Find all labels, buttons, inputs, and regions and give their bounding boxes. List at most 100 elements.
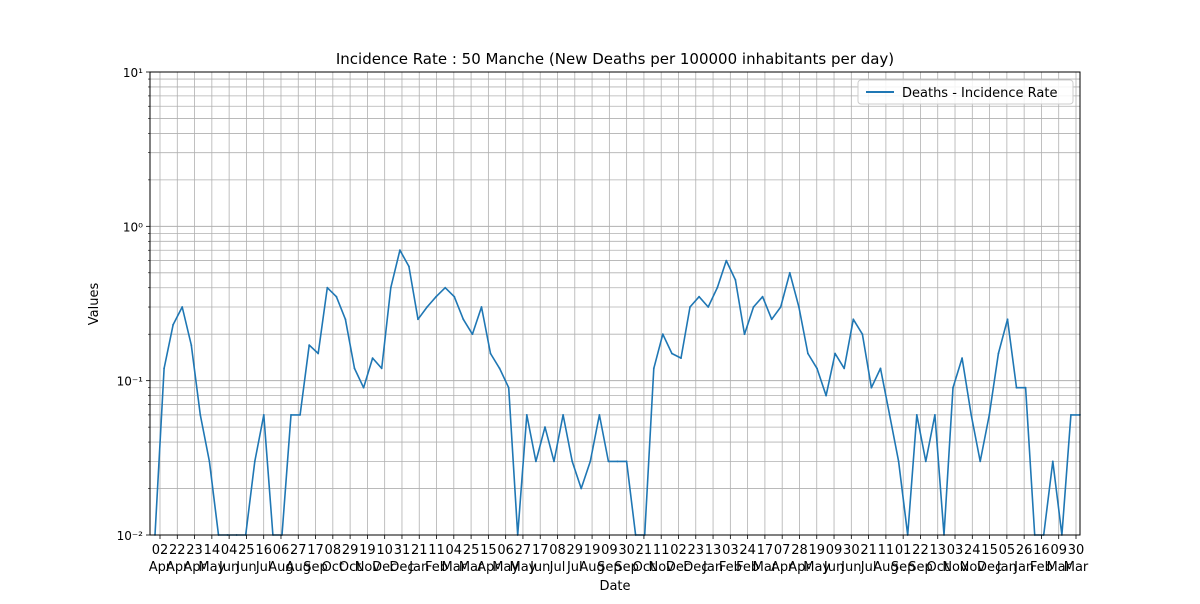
x-tick-label-day: 15: [480, 543, 497, 558]
x-tick-label-day: 17: [757, 543, 774, 558]
data-point: [408, 265, 410, 268]
legend-label: Deaths - Incidence Rate: [902, 86, 1057, 101]
data-point: [1070, 414, 1072, 416]
data-point: [417, 318, 419, 321]
x-tick-label-day: 21: [860, 543, 877, 558]
data-point: [834, 352, 836, 355]
data-point: [1015, 386, 1018, 389]
x-tick-label-day: 14: [204, 543, 221, 558]
x-tick-label-month: Jan: [702, 560, 723, 575]
x-tick-label-month: Mar: [442, 560, 467, 575]
x-tick-label-day: 03: [947, 543, 964, 558]
x-tick-label-month: Oct: [633, 560, 655, 575]
data-point: [308, 344, 311, 346]
x-tick-label-day: 04: [446, 543, 463, 558]
data-point: [480, 306, 483, 308]
data-point: [816, 367, 818, 370]
x-tick-label-month: Sep: [303, 560, 328, 575]
data-point: [915, 414, 918, 416]
x-tick-label-day: 09: [1050, 543, 1067, 558]
x-tick-label-day: 22: [169, 543, 186, 558]
data-point: [970, 414, 973, 416]
x-tick-label-day: 04: [221, 543, 238, 558]
x-tick-label-day: 10: [376, 543, 393, 558]
x-tick-label-month: Mar: [1046, 560, 1071, 575]
data-point: [952, 386, 954, 389]
x-tick-label-day: 30: [843, 543, 860, 558]
x-tick-label-day: 22: [912, 543, 929, 558]
legend: Deaths - Incidence Rate: [857, 79, 1074, 105]
x-tick-label-month: Dec: [666, 560, 691, 575]
y-axis-label: Values: [87, 283, 102, 326]
data-point: [299, 414, 301, 416]
data-point: [761, 295, 764, 298]
x-tick-label-day: 25: [238, 543, 255, 558]
x-tick-label-day: 11: [653, 543, 670, 558]
data-point: [897, 460, 900, 463]
x-tick-label-month: Feb: [719, 560, 742, 575]
data-point: [716, 286, 719, 289]
x-tick-label-month: Sep: [908, 560, 933, 575]
x-tick-label-day: 09: [826, 543, 843, 558]
x-tick-label-month: Apr: [166, 560, 189, 575]
x-tick-label-month: Apr: [183, 560, 206, 575]
data-point: [888, 414, 891, 416]
data-point: [598, 414, 601, 416]
data-point: [861, 333, 864, 336]
data-point: [1051, 460, 1054, 463]
x-tick-label-month: Apr: [771, 560, 794, 575]
x-tick-label-month: Feb: [736, 560, 759, 575]
data-point: [879, 367, 882, 370]
x-tick-label-day: 13: [929, 543, 946, 558]
data-point: [661, 333, 664, 336]
x-tick-label-day: 23: [688, 543, 705, 558]
x-tick-label-month: Jan: [1013, 560, 1034, 575]
data-point: [444, 286, 447, 289]
data-point: [562, 414, 564, 416]
x-tick-label-day: 27: [290, 543, 307, 558]
x-tick-label-month: Nov: [942, 560, 968, 575]
x-tick-label-month: May: [509, 560, 536, 575]
data-point: [988, 414, 991, 416]
x-tick-label-month: May: [492, 560, 519, 575]
x-tick-label-month: Apr: [149, 560, 172, 575]
data-point: [326, 286, 329, 289]
data-point: [807, 352, 809, 355]
x-tick-label-day: 01: [895, 543, 912, 558]
x-tick-label-day: 27: [515, 543, 532, 558]
data-point: [453, 295, 456, 298]
data-point: [498, 367, 501, 370]
x-tick-label-month: Jan: [996, 560, 1017, 575]
data-point: [208, 460, 211, 463]
legend-box: [857, 79, 1074, 105]
x-tick-label-month: Oct: [322, 560, 344, 575]
data-point: [698, 295, 700, 298]
x-tick-label-month: Jul: [549, 560, 566, 575]
x-tick-label-day: 24: [964, 543, 981, 558]
data-point: [535, 460, 537, 463]
x-tick-label-month: Oct: [926, 560, 948, 575]
data-point: [725, 259, 728, 262]
data-point: [435, 295, 437, 298]
x-tick-label-month: Jul: [255, 560, 272, 575]
x-tick-label-day: 26: [1016, 543, 1033, 558]
x-tick-label-month: Nov: [649, 560, 675, 575]
x-axis: 02Apr22Apr23Apr14May04Jun25Jun16Jul06Aug…: [149, 535, 1089, 575]
data-point: [798, 306, 800, 308]
data-point: [680, 357, 682, 359]
x-tick-label-month: Jul: [860, 560, 877, 575]
data-point: [734, 279, 737, 281]
x-tick-label-month: May: [198, 560, 225, 575]
x-tick-label-day: 03: [722, 543, 739, 558]
data-point: [371, 357, 374, 359]
data-point: [580, 487, 583, 490]
x-tick-label-month: Jun: [529, 560, 550, 575]
x-tick-label-month: Sep: [597, 560, 622, 575]
data-point: [870, 386, 873, 389]
data-point: [571, 460, 574, 463]
data-point: [507, 386, 510, 389]
data-point: [961, 357, 963, 359]
data-point: [399, 249, 401, 252]
